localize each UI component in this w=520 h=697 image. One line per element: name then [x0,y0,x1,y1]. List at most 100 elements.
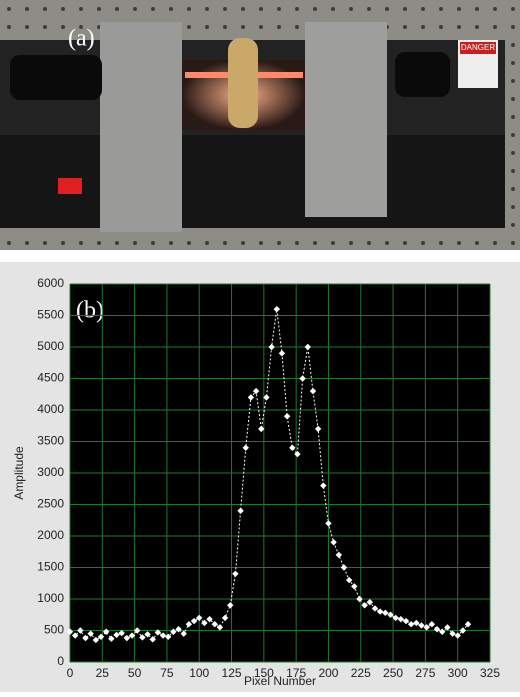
point [376,608,384,615]
point [175,626,182,633]
y-tick-label: 5000 [37,339,64,353]
point [190,617,198,625]
y-tick-label: 4000 [37,402,64,416]
y-tick-label: 2000 [37,528,64,542]
point [268,343,275,351]
point [366,598,374,606]
y-axis-label: Amplitude [12,446,26,500]
cylinder [10,55,102,100]
point [216,624,224,631]
point [92,636,100,644]
point [227,602,234,609]
point [299,375,306,382]
x-tick-label: 50 [128,666,142,680]
y-tick-label: 500 [44,623,64,637]
point [247,394,255,401]
x-tick-label: 150 [254,666,274,680]
point [444,624,451,631]
point [77,627,84,634]
point [102,628,110,635]
x-tick-label: 325 [480,666,500,680]
point [449,630,456,637]
point [170,628,177,635]
point [273,306,280,313]
point [159,632,167,639]
point [134,627,141,634]
point [392,614,399,622]
series-line [69,309,469,641]
point [402,617,410,625]
point [123,634,131,642]
point [118,629,125,637]
point [252,387,260,395]
point [128,632,136,639]
x-tick-label: 175 [286,666,306,680]
point [371,605,379,612]
point [113,631,120,639]
y-tick-label: 3500 [37,434,64,448]
point [325,520,332,527]
switch [58,178,82,194]
x-tick-label: 25 [96,666,110,680]
point [144,631,151,638]
x-tick-label: 300 [448,666,468,680]
point [320,482,327,489]
point [289,444,296,451]
point [97,633,105,640]
panel-label: (b) [76,298,104,324]
point [335,551,342,559]
point [464,621,472,628]
photo: DANGER (a) [0,0,520,250]
point [407,621,415,628]
point [139,634,146,641]
point [304,343,311,351]
point [454,632,461,639]
point [351,583,358,590]
point [206,615,213,623]
y-tick-label: 2500 [37,497,64,511]
y-tick-label: 3000 [37,465,64,479]
point [330,539,337,546]
point [309,387,317,395]
point [397,615,405,623]
holder [228,38,258,128]
point [108,635,115,642]
point [237,507,244,514]
y-tick-label: 0 [57,654,64,668]
tape [305,22,387,217]
x-axis-label: Pixel Number [244,674,316,688]
point [180,630,187,637]
point [66,628,74,635]
point [340,564,348,571]
point [278,350,286,357]
point [356,595,363,603]
y-tick-label: 1500 [37,560,64,574]
point [428,621,436,628]
point [423,624,430,631]
y-tick-label: 5500 [37,308,64,322]
point [438,628,446,635]
point [185,621,193,628]
point [232,570,239,577]
x-tick-label: 0 [67,666,74,680]
y-tick-label: 6000 [37,276,64,290]
point [154,629,162,636]
x-tick-label: 225 [351,666,371,680]
point [82,634,89,642]
point [294,450,301,458]
point [71,632,79,639]
x-tick-label: 100 [189,666,209,680]
point [211,621,218,628]
sticker-text: DANGER [461,43,495,52]
x-tick-label: 125 [222,666,242,680]
point [149,636,156,643]
tape [100,22,182,232]
point [258,425,265,433]
point [87,630,94,637]
sticker-band [460,42,496,54]
x-tick-label: 275 [415,666,435,680]
x-tick-label: 200 [318,666,338,680]
y-tick-label: 1000 [37,591,64,605]
point [196,614,203,622]
